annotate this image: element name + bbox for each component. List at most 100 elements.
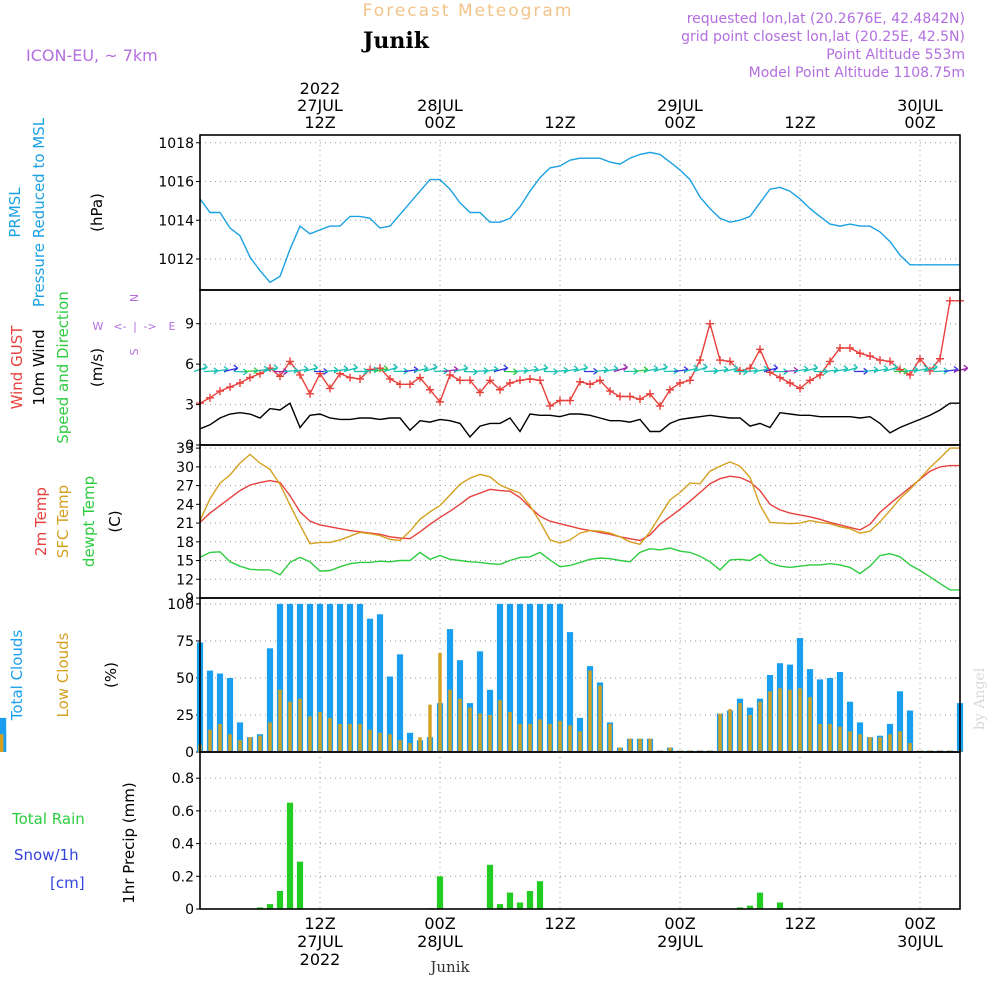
gust-marker: [886, 357, 894, 366]
wind-arrow: [493, 364, 509, 373]
y-axis-label: SFC Temp: [54, 485, 72, 558]
low-clouds-bar: [248, 737, 252, 752]
gust-marker: [546, 401, 554, 410]
panel-1: 1012 1014 1016 1018 PRMSL Pressure Reduced to…: [6, 117, 961, 307]
top-time-label: 12Z: [544, 113, 575, 132]
low-clouds-bar: [358, 723, 362, 752]
total-rain-bar: [536, 881, 544, 909]
gust-marker: [326, 384, 334, 393]
low-clouds-bar: [348, 723, 352, 752]
gust-marker: [456, 376, 464, 385]
compass-label: E: [169, 320, 176, 333]
series-line: [199, 547, 960, 591]
y-tick-label: 9: [185, 317, 194, 333]
wind-arrow: [843, 363, 858, 373]
y-tick-label: 1012: [158, 252, 194, 268]
total-rain-bar: [756, 892, 764, 909]
low-clouds-bar: [328, 717, 332, 752]
gust-marker: [656, 401, 664, 410]
low-clouds-bar: [808, 697, 812, 752]
total-rain-bar: [526, 891, 534, 909]
low-clouds-bar: [548, 723, 552, 752]
total-clouds-bar: [386, 676, 394, 752]
point-altitude: Point Altitude 553m: [826, 47, 965, 63]
total-clouds-bar: [346, 603, 354, 752]
panel-frame: [199, 751, 961, 910]
wind-arrow: [613, 363, 628, 373]
gust-marker: [716, 356, 724, 365]
y-tick-label: 9: [185, 591, 194, 607]
total-rain-bar: [516, 902, 524, 909]
total-clouds-bar: [206, 670, 214, 752]
gust-marker: [916, 354, 924, 363]
gust-marker: [386, 374, 394, 383]
gust-marker: [646, 389, 654, 398]
panel-5: 0 0.2 0.4 0.6 0.8 Total Rain Snow/1h [cm] 1hr Pr…: [11, 751, 961, 918]
low-clouds-bar: [868, 737, 872, 752]
series-line: [199, 300, 960, 408]
gust-marker: [366, 365, 374, 374]
y-tick-label: 1014: [158, 213, 194, 229]
gust-marker: [426, 385, 434, 394]
low-clouds-bar: [588, 670, 592, 752]
low-clouds-bar: [768, 691, 772, 752]
total-rain-bar: [276, 891, 284, 909]
compass-label: S: [128, 348, 141, 355]
gust-marker: [676, 379, 684, 387]
top-time-label: 2022: [300, 79, 341, 98]
y-axis-label: 1hr Precip (mm): [120, 782, 138, 903]
y-tick-label: 0.2: [172, 869, 194, 885]
total-clouds-bar: [506, 603, 514, 752]
total-clouds-bar: [826, 678, 834, 752]
y-tick-label: 18: [176, 535, 194, 551]
top-time-label: 00Z: [664, 113, 695, 132]
bottom-time-label: 00Z: [664, 914, 695, 933]
gust-marker: [756, 345, 764, 354]
gust-marker: [636, 395, 644, 404]
total-clouds-bar: [266, 648, 274, 752]
top-time-label: 12Z: [304, 113, 335, 132]
gust-marker: [906, 370, 914, 379]
gust-marker: [806, 376, 814, 385]
gust-marker: [726, 357, 734, 366]
total-clouds-bar: [496, 603, 504, 752]
gust-marker: [626, 392, 634, 401]
y-axis-label: Wind GUST: [8, 325, 26, 410]
total-clouds-bar: [536, 603, 544, 752]
gust-marker: [276, 372, 284, 381]
compass-label: <-: [113, 320, 126, 333]
panel-3: 9 12 15 18 21 24 27 30 33 2m Temp SFC Temp dewpt Te…: [32, 441, 961, 607]
low-clouds-bar: [598, 685, 602, 752]
gust-marker: [826, 357, 834, 366]
total-clouds-bar: [556, 603, 564, 752]
location-name: Junik: [361, 28, 430, 54]
y-axis-label: Pressure Reduced to MSL: [30, 117, 48, 307]
wind-arrow: [533, 364, 549, 373]
total-clouds-bar: [296, 603, 304, 752]
gust-marker: [616, 392, 624, 401]
y-tick-label: 50: [176, 671, 194, 687]
low-clouds-bar: [538, 719, 542, 752]
watermark: by Angel: [972, 667, 988, 730]
gust-marker: [476, 388, 484, 397]
gust-marker: [576, 377, 584, 386]
y-tick-label: 0.6: [172, 804, 194, 820]
gust-marker: [416, 373, 424, 382]
gust-marker: [736, 366, 744, 375]
y-tick-label: 0.4: [172, 837, 194, 853]
gust-marker: [796, 384, 804, 393]
low-clouds-bar: [338, 723, 342, 752]
low-clouds-bar: [398, 740, 402, 752]
compass-rose: W <- | -> E N S: [93, 294, 176, 356]
bottom-time-label: 27JUL: [297, 932, 343, 951]
wind-arrow: [343, 363, 358, 373]
bottom-time-label: 29JUL: [657, 932, 703, 951]
gust-marker: [296, 370, 304, 379]
low-clouds-bar: [278, 689, 282, 752]
total-clouds-bar: [286, 603, 294, 752]
low-clouds-bar: [668, 747, 672, 752]
gust-marker: [436, 397, 444, 406]
gust-marker: [236, 379, 244, 387]
